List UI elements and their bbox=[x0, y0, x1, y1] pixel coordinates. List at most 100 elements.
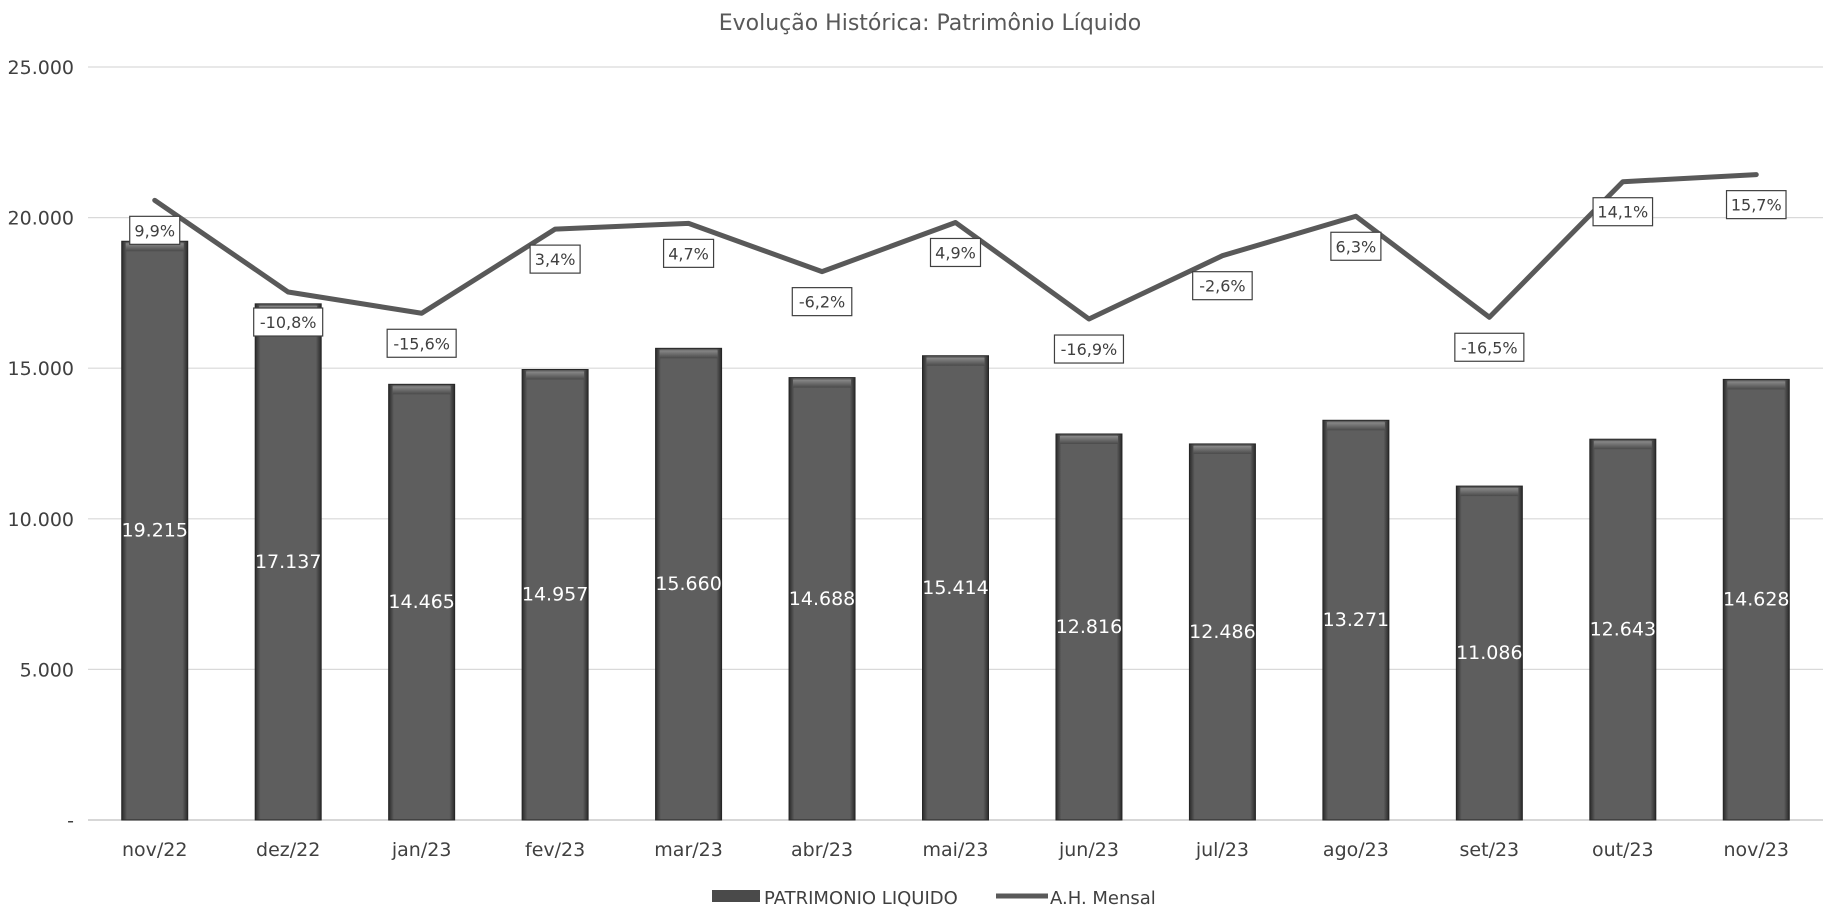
line-value-label: -16,5% bbox=[1461, 338, 1518, 357]
bar-group: 12.643 bbox=[1589, 438, 1657, 821]
line-label-box bbox=[386, 328, 457, 358]
bar-value-label: 13.271 bbox=[1323, 609, 1389, 631]
bar-cap bbox=[526, 371, 585, 380]
x-tick-label: dez/22 bbox=[256, 839, 320, 861]
bar bbox=[254, 303, 322, 821]
line-label-box bbox=[1053, 334, 1125, 364]
bar-cap bbox=[125, 243, 184, 252]
x-tick-label: jul/23 bbox=[1195, 839, 1249, 861]
line-value-label: 6,3% bbox=[1336, 237, 1377, 256]
line-label-group: 6,3% bbox=[1330, 231, 1382, 261]
bar-cap bbox=[1727, 381, 1786, 390]
line-value-label: 3,4% bbox=[535, 250, 576, 269]
line-value-label: -10,8% bbox=[260, 313, 317, 332]
bar bbox=[1589, 438, 1657, 821]
legend-bar-label: PATRIMONIO LIQUIDO bbox=[764, 888, 958, 908]
line-value-label: 14,1% bbox=[1597, 203, 1648, 222]
bar bbox=[1722, 378, 1790, 821]
bar-value-label: 12.816 bbox=[1056, 616, 1122, 638]
line-label-group: -15,6% bbox=[386, 328, 457, 358]
bar-cap bbox=[1059, 435, 1118, 444]
x-tick-label: ago/23 bbox=[1323, 839, 1389, 861]
line-label-box bbox=[662, 238, 715, 268]
line-series: 9,9% -10,8% -15,6% 3,4% 4,7% -6,2% 4,9% -16,9% -… bbox=[129, 172, 1787, 364]
bar bbox=[1055, 433, 1123, 821]
line-label-group: -16,9% bbox=[1053, 334, 1125, 364]
x-tick-label: mar/23 bbox=[654, 839, 723, 861]
bar-value-label: 15.660 bbox=[655, 573, 721, 595]
legend-bar-swatch bbox=[712, 890, 760, 902]
bar-value-label: 14.957 bbox=[522, 584, 588, 606]
bar-group: 14.628 bbox=[1722, 378, 1790, 821]
y-axis-ticks: - 5.000 10.000 15.000 20.000 25.000 bbox=[8, 57, 74, 832]
x-axis-ticks: nov/22 dez/22 jan/23 fev/23 mar/23 abr/23 mai/… bbox=[122, 839, 1789, 861]
legend-line-label: A.H. Mensal bbox=[1050, 888, 1156, 908]
line-label-box bbox=[791, 287, 853, 317]
x-tick-label: set/23 bbox=[1460, 839, 1520, 861]
bar bbox=[121, 240, 189, 821]
bar-cap bbox=[793, 379, 852, 388]
bar-value-label: 19.215 bbox=[121, 520, 187, 542]
bar-value-label: 17.137 bbox=[255, 551, 321, 573]
bar-cap bbox=[1593, 441, 1652, 450]
bar bbox=[655, 347, 723, 821]
bar-value-label: 14.628 bbox=[1723, 589, 1789, 611]
line-label-box bbox=[1330, 231, 1382, 261]
bar-cap bbox=[1193, 445, 1252, 454]
line-label-group: -16,5% bbox=[1454, 332, 1525, 362]
line-value-label: -15,6% bbox=[393, 334, 450, 353]
bar-value-label: 14.688 bbox=[789, 588, 855, 610]
line-label-box bbox=[1592, 197, 1654, 227]
legend: PATRIMONIO LIQUIDO A.H. Mensal bbox=[712, 888, 1156, 908]
bar-group: 14.465 bbox=[388, 383, 456, 821]
line-value-label: 9,9% bbox=[134, 221, 175, 240]
bar-cap bbox=[926, 357, 985, 366]
bar bbox=[1322, 419, 1390, 821]
bar bbox=[922, 355, 989, 821]
bar-value-label: 14.465 bbox=[388, 591, 454, 613]
line-value-label: 4,7% bbox=[668, 244, 709, 263]
bar-group: 19.215 bbox=[121, 240, 189, 821]
line-label-box bbox=[529, 244, 581, 274]
line-label-group: -10,8% bbox=[253, 307, 324, 337]
bar-group: 12.816 bbox=[1055, 433, 1123, 821]
line-label-group: 14,1% bbox=[1592, 197, 1654, 227]
bar-cap bbox=[392, 386, 451, 395]
bar bbox=[388, 383, 456, 821]
line-label-group: 9,9% bbox=[129, 215, 181, 245]
bar bbox=[1455, 485, 1523, 821]
line-value-label: -16,9% bbox=[1061, 340, 1118, 359]
bar-value-label: 15.414 bbox=[922, 577, 988, 599]
bar bbox=[521, 368, 589, 821]
bar-cap bbox=[659, 350, 718, 359]
y-tick-label: 5.000 bbox=[20, 659, 74, 681]
x-tick-label: nov/22 bbox=[122, 839, 188, 861]
line-label-group: -2,6% bbox=[1192, 271, 1253, 301]
bar-group: 11.086 bbox=[1455, 485, 1523, 821]
x-tick-label: abr/23 bbox=[791, 839, 853, 861]
bar-group: 14.957 bbox=[521, 368, 589, 821]
x-tick-label: nov/23 bbox=[1724, 839, 1790, 861]
y-tick-label: 20.000 bbox=[8, 208, 74, 230]
line-label-box bbox=[129, 215, 181, 245]
line-label-group: 3,4% bbox=[529, 244, 581, 274]
bar-series: 19.215 17.137 14.465 14.957 15.660 14.688 15.4… bbox=[121, 240, 1790, 821]
line-value-label: 4,9% bbox=[935, 243, 976, 262]
bar-cap bbox=[1326, 422, 1385, 431]
y-tick-label: 10.000 bbox=[8, 509, 74, 531]
y-tick-label: 15.000 bbox=[8, 358, 74, 380]
x-tick-label: fev/23 bbox=[525, 839, 585, 861]
bar-group: 14.688 bbox=[788, 377, 856, 821]
chart-title: Evolução Histórica: Patrimônio Líquido bbox=[719, 11, 1142, 36]
legend-item-bar: PATRIMONIO LIQUIDO bbox=[712, 888, 958, 908]
line-path bbox=[152, 172, 1759, 322]
line-label-group: 4,7% bbox=[662, 238, 715, 268]
bar-value-label: 11.086 bbox=[1456, 642, 1522, 664]
line-label-box bbox=[253, 307, 324, 337]
x-tick-label: jun/23 bbox=[1058, 839, 1119, 861]
line-value-label: 15,7% bbox=[1731, 196, 1782, 215]
bar bbox=[788, 377, 856, 821]
line-label-box bbox=[1725, 190, 1787, 220]
